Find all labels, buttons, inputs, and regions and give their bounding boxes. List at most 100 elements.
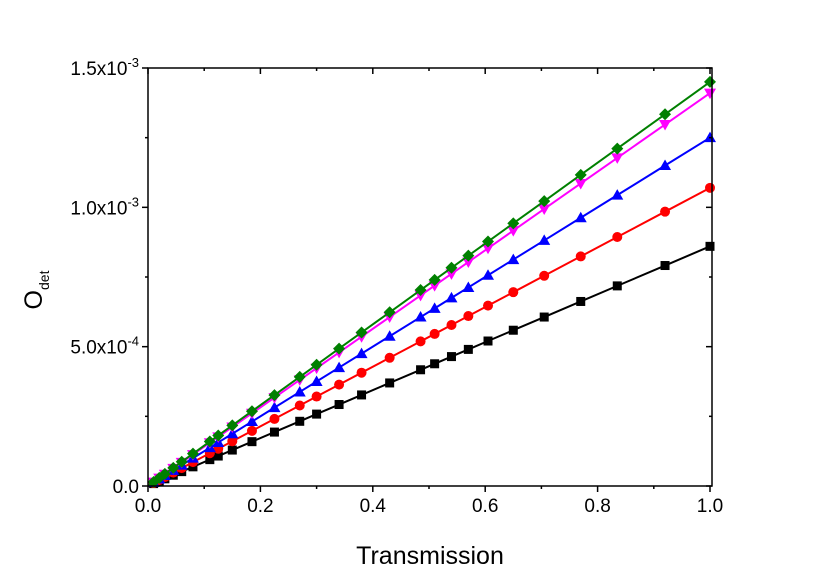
- data-point: [507, 217, 520, 230]
- data-point: [574, 168, 587, 181]
- data-point: [205, 455, 215, 465]
- data-point: [355, 326, 368, 339]
- x-tick-labels: 0.0 0.2 0.4 0.6 0.8 1.0: [135, 496, 723, 517]
- data-point: [482, 243, 495, 255]
- data-point: [463, 344, 473, 354]
- data-point: [659, 159, 672, 171]
- y-tick-label: 5.0x10-4: [70, 334, 139, 359]
- y-axis-label-text: Odet: [20, 270, 52, 309]
- data-point: [611, 153, 624, 164]
- x-tick-label: 0.2: [247, 496, 273, 517]
- data-point: [269, 427, 279, 437]
- data-point: [482, 235, 495, 248]
- y-tick-mantissa: 1.0x10: [70, 198, 127, 219]
- y-tick-label: 1.0x10-3: [70, 194, 139, 219]
- data-point: [384, 352, 395, 363]
- data-point: [428, 273, 441, 286]
- data-point: [704, 88, 716, 100]
- y-tick-mantissa: 5.0x10: [70, 338, 127, 359]
- data-point: [660, 261, 670, 271]
- data-point: [612, 232, 623, 243]
- data-point: [268, 389, 281, 402]
- data-point: [227, 436, 238, 447]
- data-point: [612, 281, 622, 291]
- y-tick-label: 0.0: [113, 477, 139, 498]
- data-point: [167, 461, 180, 474]
- data-point: [576, 296, 586, 306]
- x-axis-label: Transmission: [356, 542, 504, 570]
- y-axis-label: Odet: [20, 270, 52, 309]
- data-point: [428, 302, 441, 313]
- data-point: [462, 281, 475, 292]
- data-point: [414, 290, 427, 302]
- data-point: [430, 359, 440, 369]
- data-point: [483, 336, 493, 346]
- data-point: [445, 269, 458, 280]
- data-point: [508, 287, 519, 298]
- data-point: [445, 291, 458, 303]
- data-point: [507, 253, 520, 265]
- x-tick-label: 0.6: [472, 496, 498, 517]
- data-point: [357, 390, 367, 400]
- data-point: [227, 445, 237, 455]
- data-point: [312, 409, 322, 419]
- data-point: [574, 178, 587, 190]
- y-tick-mantissa: 1.5x10: [70, 59, 127, 80]
- x-tick-label: 0.0: [135, 496, 161, 517]
- data-point: [660, 206, 671, 217]
- x-tick-label: 0.4: [360, 496, 387, 517]
- data-point: [538, 204, 551, 215]
- data-point: [611, 189, 624, 200]
- data-point: [247, 437, 257, 447]
- data-point: [294, 400, 305, 411]
- data-point: [333, 361, 346, 373]
- data-point: [226, 419, 239, 432]
- data-point: [463, 311, 474, 322]
- data-point: [333, 342, 346, 355]
- data-point: [508, 325, 518, 335]
- data-point: [659, 108, 672, 121]
- y-axis-label-sub: det: [36, 270, 52, 290]
- y-tick-exponent: -3: [127, 55, 139, 70]
- y-tick-labels: 0.05.0x10-41.0x10-31.5x10-3: [70, 55, 139, 498]
- series-line: [147, 81, 711, 487]
- series-5: [147, 75, 716, 488]
- y-axis-label-main: O: [20, 290, 48, 309]
- data-point: [446, 352, 456, 362]
- data-point: [705, 241, 715, 251]
- data-point: [245, 405, 258, 418]
- data-point: [355, 347, 368, 359]
- data-point: [574, 211, 587, 223]
- data-point: [295, 416, 305, 426]
- data-point: [462, 249, 475, 262]
- data-point: [415, 336, 426, 347]
- data-point: [311, 391, 322, 402]
- data-point: [445, 261, 458, 274]
- y-tick-exponent: -3: [127, 194, 139, 209]
- data-point: [611, 142, 624, 155]
- data-point: [483, 300, 494, 311]
- data-point: [507, 226, 520, 237]
- x-tick-label: 1.0: [697, 496, 723, 517]
- data-point: [310, 358, 323, 371]
- data-point: [356, 367, 367, 378]
- data-point: [293, 370, 306, 383]
- data-point: [158, 467, 171, 480]
- data-point: [293, 385, 306, 397]
- data-point: [383, 306, 396, 319]
- data-point: [414, 311, 427, 322]
- y-tick-label: 1.5x10-3: [70, 55, 139, 80]
- x-tick-label: 0.8: [584, 496, 610, 517]
- data-point: [575, 251, 586, 262]
- data-point: [213, 451, 223, 461]
- data-point: [416, 365, 426, 375]
- data-point: [268, 401, 281, 413]
- data-point: [539, 270, 550, 281]
- data-point: [428, 281, 441, 292]
- data-point: [212, 429, 225, 442]
- data-point: [414, 284, 427, 297]
- data-point: [462, 257, 475, 269]
- plot-marks: [147, 75, 716, 489]
